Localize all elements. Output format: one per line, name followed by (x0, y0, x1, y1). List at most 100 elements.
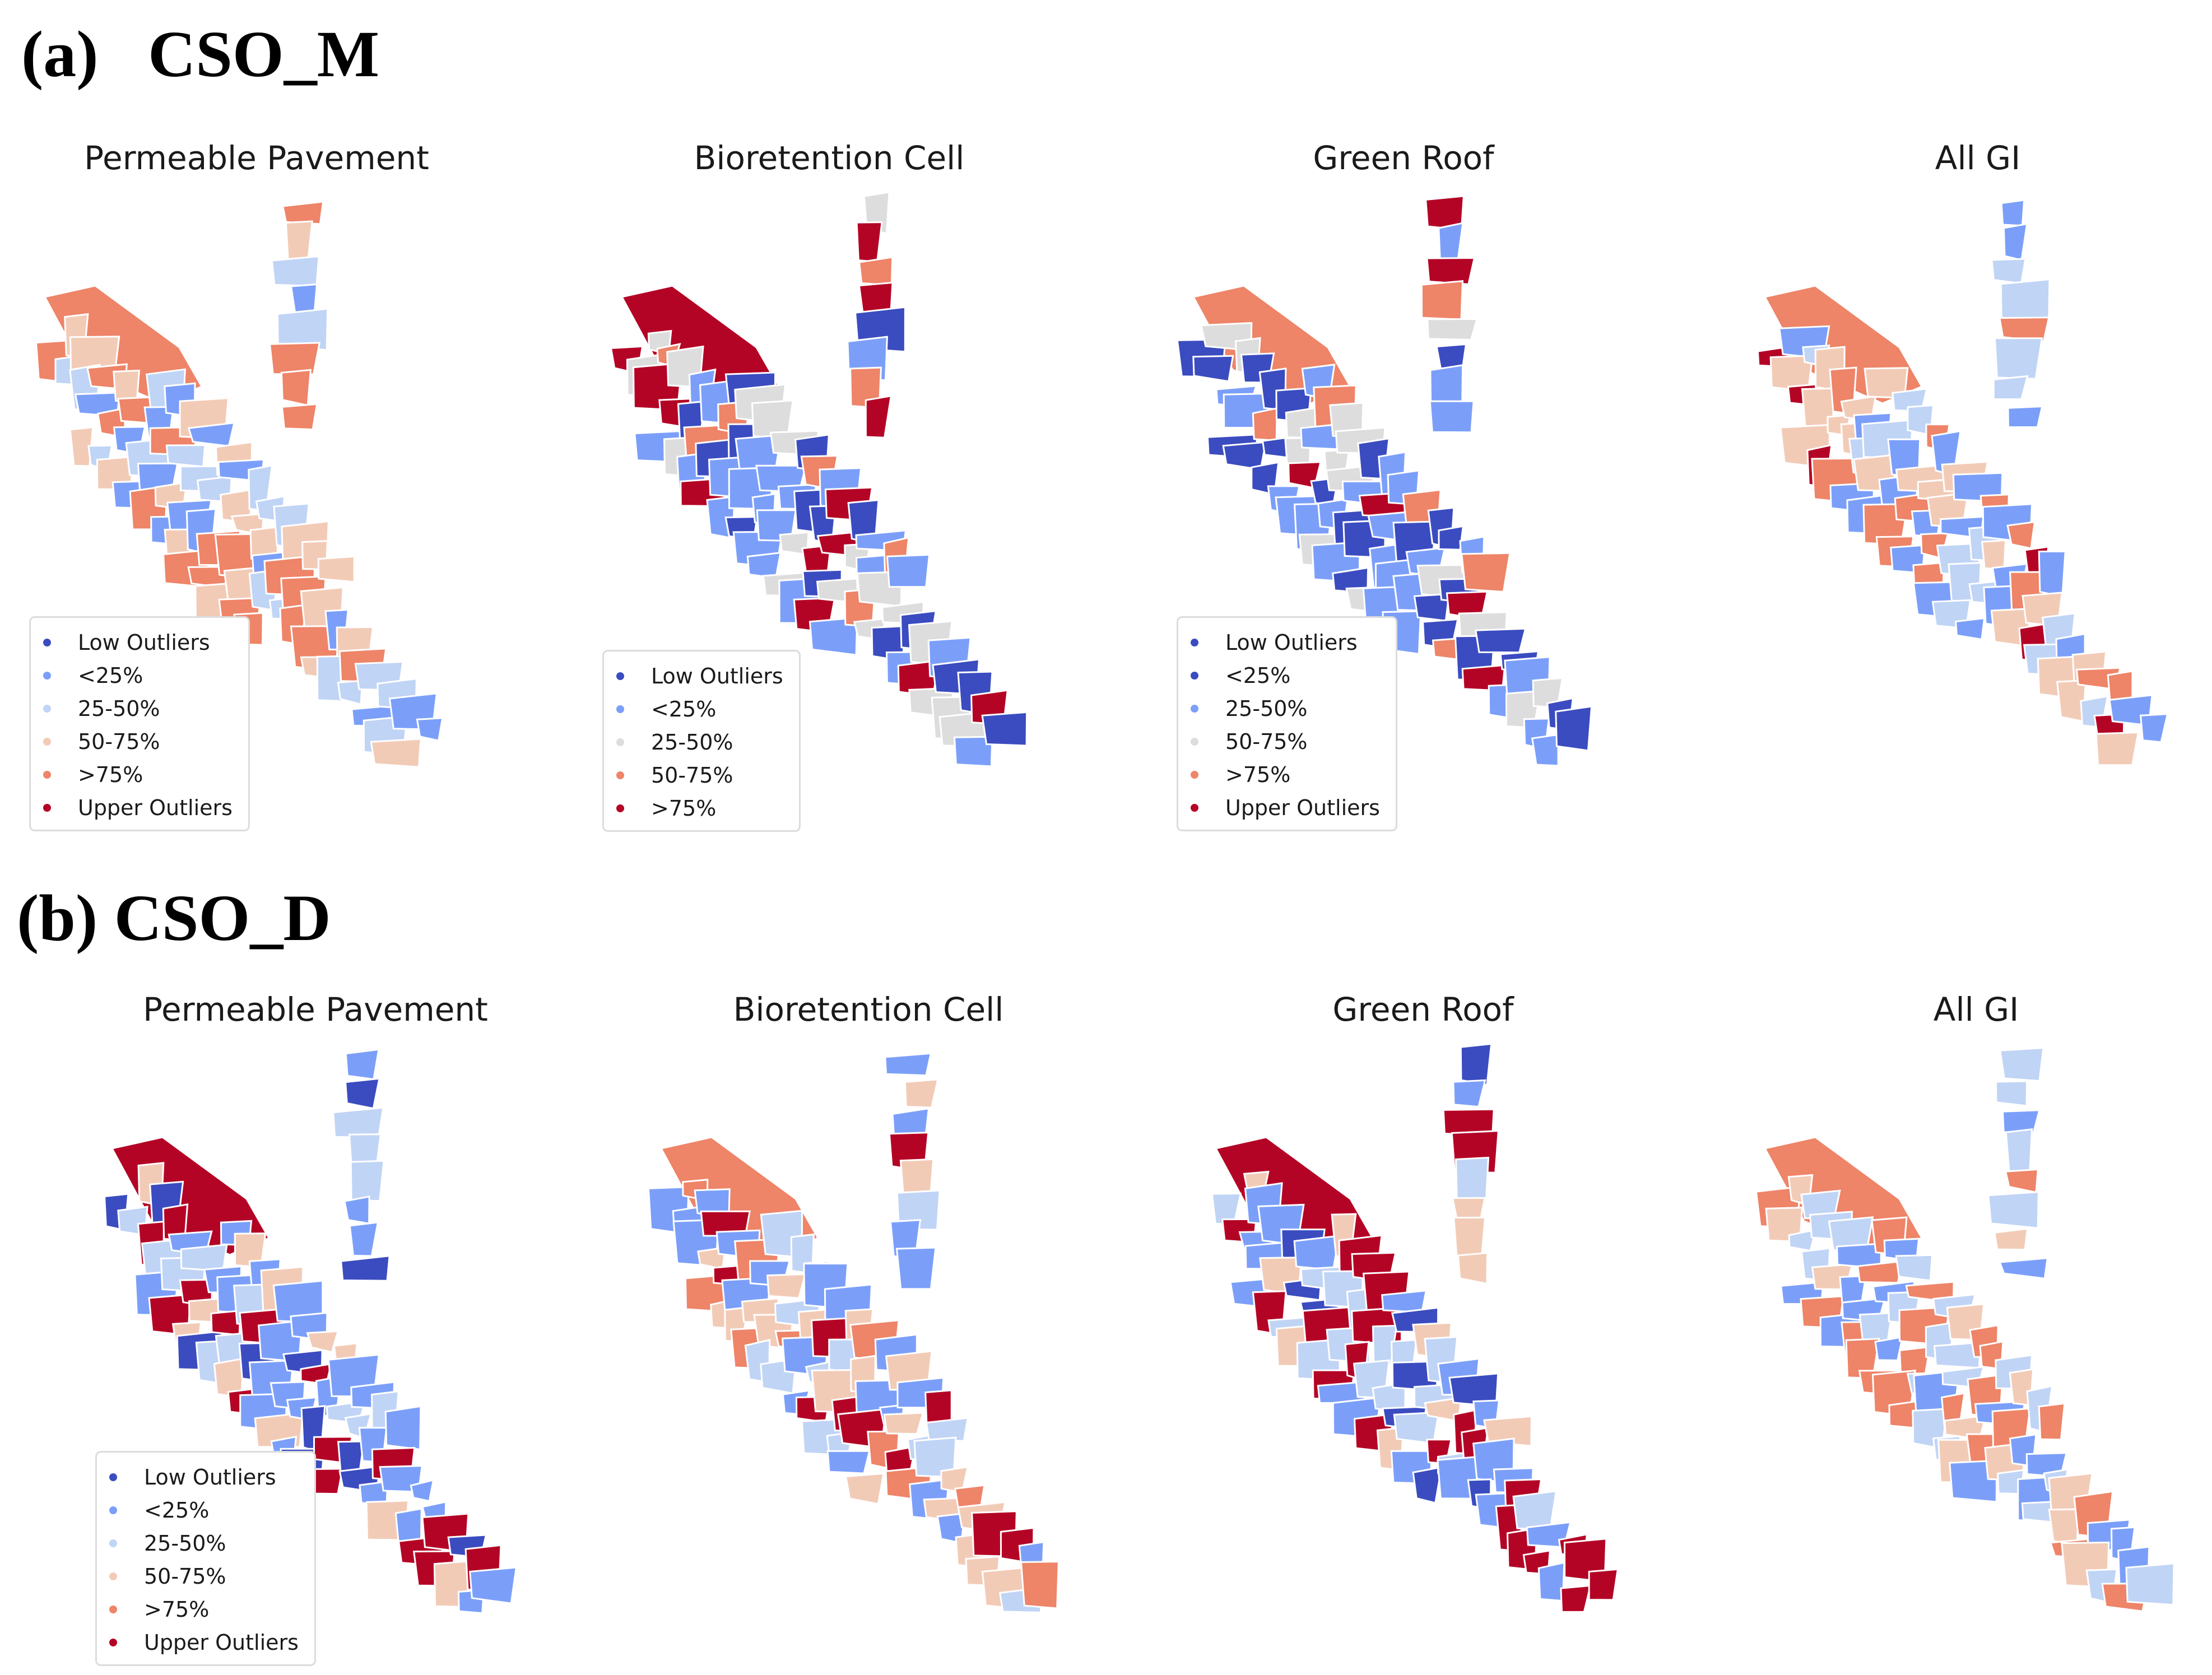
legend-marker (43, 803, 51, 812)
legend-marker (109, 1605, 117, 1613)
legend-item: Low Outliers (109, 1460, 299, 1493)
parcel (1426, 257, 1476, 286)
legend-label: >75% (144, 1597, 210, 1622)
parcel (1426, 318, 1479, 341)
legend-label: >75% (1225, 762, 1291, 787)
legend-item: Upper Outliers (1191, 791, 1380, 824)
map-title-b-permeable-pavement: Permeable Pavement (143, 990, 488, 1029)
map-a-bioretention-cell (610, 191, 1028, 767)
parcels (1756, 199, 2169, 766)
parcel (350, 1160, 385, 1202)
legend-item: 25-50% (1191, 692, 1380, 725)
parcel (766, 1273, 807, 1299)
legend-marker (616, 738, 624, 746)
legend-label: Low Outliers (144, 1464, 276, 1490)
parcels (1755, 1046, 2175, 1612)
map-b-all-gi (1755, 1046, 2175, 1612)
legend-marker (109, 1572, 117, 1580)
parcel (345, 1077, 380, 1110)
legend-marker (43, 638, 51, 646)
map-b-permeable-pavement (104, 1048, 518, 1614)
legend-label: Low Outliers (651, 663, 783, 688)
legend-marker (616, 672, 624, 680)
legend-marker (1191, 770, 1198, 779)
parcel (2038, 550, 2066, 598)
parcel (1555, 705, 1593, 752)
parcel (1588, 1568, 1619, 1601)
parcel (1995, 1080, 2028, 1107)
legend-item: 50-75% (43, 725, 233, 758)
legend-marker (1191, 638, 1198, 646)
legend-marker (1191, 737, 1198, 746)
legend-marker (109, 1473, 117, 1481)
section-title-a: (a) CSO_M (21, 17, 380, 91)
legend-label: <25% (651, 696, 717, 722)
parcel (808, 616, 858, 656)
parcel (469, 1566, 518, 1604)
parcel (281, 403, 318, 431)
legend-marker (109, 1539, 117, 1547)
parcel (1460, 1043, 1493, 1086)
parcel (1993, 337, 2043, 380)
map-b-green-roof (1211, 1043, 1619, 1613)
parcel (865, 394, 893, 439)
legend-label: >75% (78, 762, 143, 787)
map-title-b-green-roof: Green Roof (1332, 990, 1514, 1029)
legend-marker (616, 705, 624, 713)
parcel (1992, 375, 2029, 401)
parcel (2125, 1562, 2175, 1606)
parcel (317, 555, 355, 583)
parcel (925, 1417, 969, 1442)
parcel (276, 308, 329, 351)
parcels (647, 1052, 1059, 1614)
legend-marker (43, 671, 51, 680)
parcel (1512, 1490, 1558, 1530)
parcel (343, 1195, 370, 1225)
parcel (1438, 525, 1465, 551)
legend-label: 50-75% (1225, 729, 1308, 754)
parcel (2000, 199, 2025, 227)
parcel (1412, 1466, 1443, 1504)
legend-a-bioretention-cell: Low Outliers <25% 25-50% 50-75% >75% (602, 650, 801, 832)
map-title-a-bioretention-cell: Bioretention Cell (694, 139, 965, 177)
parcel (844, 1472, 885, 1505)
parcel (306, 1330, 340, 1353)
parcel (1420, 280, 1464, 320)
parcel (180, 1244, 228, 1272)
map-title-a-all-gi: All GI (1935, 139, 2021, 177)
parcel (904, 1078, 939, 1109)
parcel (895, 1246, 937, 1290)
parcel (2004, 1168, 2039, 1194)
parcel (348, 1221, 379, 1257)
legend-marker (43, 704, 51, 713)
legend-label: <25% (144, 1497, 210, 1523)
legend-item: >75% (43, 758, 233, 791)
legend-label: <25% (78, 663, 143, 688)
parcel (1020, 1561, 1059, 1609)
parcel (69, 426, 94, 467)
parcel (1954, 617, 1986, 641)
parcel (953, 736, 993, 767)
legend-item: 50-75% (616, 759, 783, 792)
parcel (2038, 1402, 2066, 1441)
parcel (410, 1478, 435, 1502)
parcel (340, 1255, 391, 1282)
legend-item: Upper Outliers (43, 791, 233, 824)
legend-label: Upper Outliers (1225, 795, 1380, 820)
parcel (384, 1405, 422, 1451)
legend-item: <25% (43, 659, 233, 692)
parcel (1874, 1336, 1904, 1361)
parcel (1531, 733, 1559, 767)
parcel (1999, 317, 2050, 343)
parcel (337, 680, 364, 706)
legend-marker (109, 1638, 117, 1646)
legend-item: Upper Outliers (109, 1626, 299, 1659)
legend-item: 25-50% (616, 725, 783, 759)
parcel (370, 738, 422, 768)
parcel (1438, 222, 1464, 262)
legend-item: Low Outliers (616, 659, 783, 692)
parcels (1176, 195, 1593, 767)
parcel (1192, 355, 1234, 383)
legend-marker (1191, 704, 1198, 713)
legend-b-permeable-pavement: Low Outliers <25% 25-50% 50-75% >75% Upper Ou… (95, 1451, 316, 1666)
